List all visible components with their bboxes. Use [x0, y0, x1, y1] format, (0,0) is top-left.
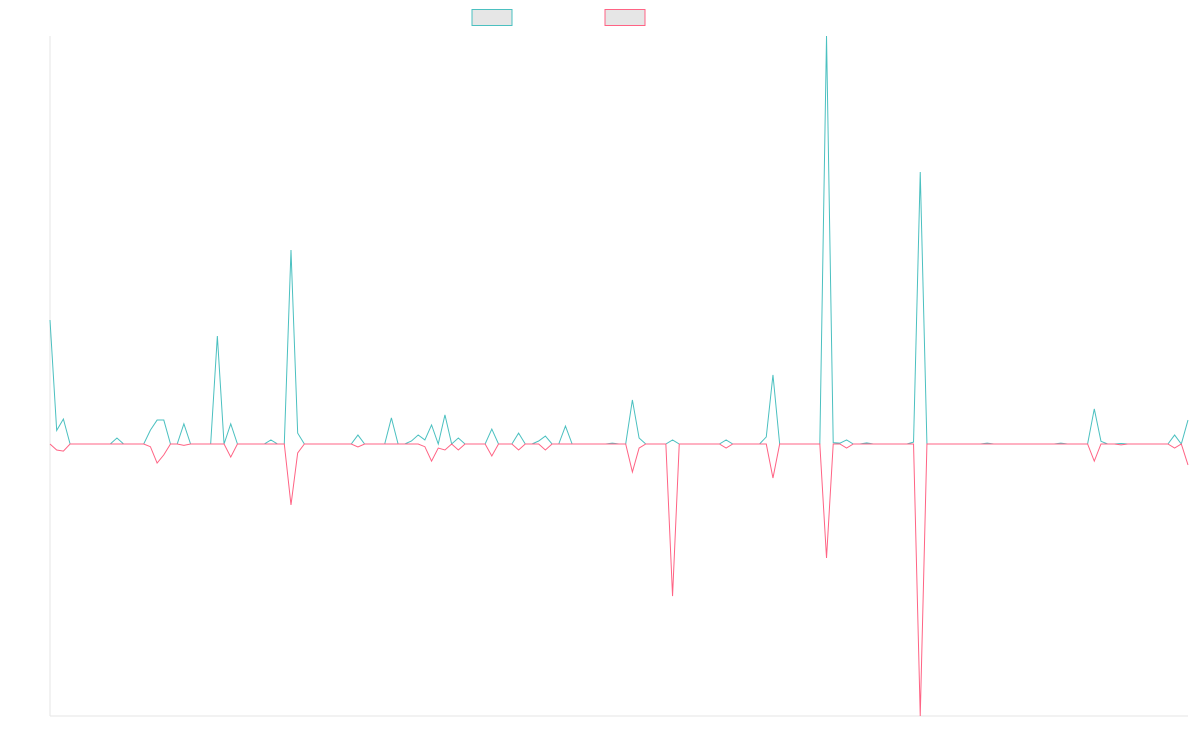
series-line	[49, 35, 1189, 446]
legend-swatch	[471, 9, 513, 26]
series-line	[49, 443, 1189, 717]
legend-swatch	[604, 9, 646, 26]
